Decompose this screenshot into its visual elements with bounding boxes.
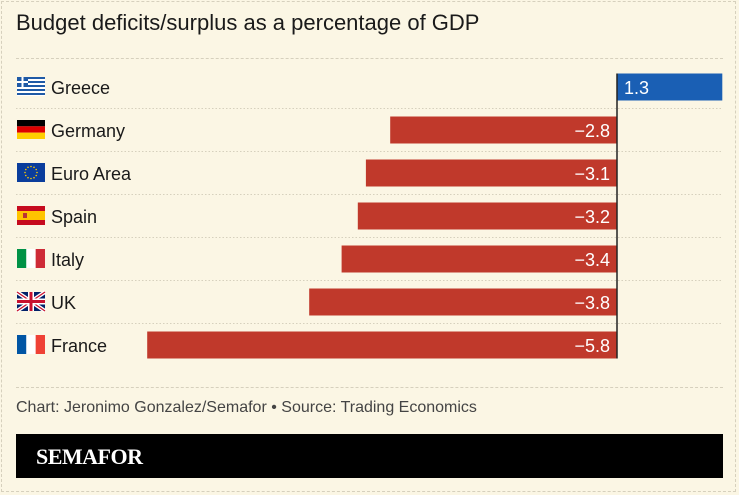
bar [390, 116, 617, 144]
category-label: UK [51, 293, 76, 313]
divider [16, 387, 723, 388]
semafor-logo: SEMAFOR [36, 444, 143, 469]
value-label: −3.8 [574, 293, 610, 313]
value-label: −3.4 [574, 250, 610, 270]
category-label: Italy [51, 250, 84, 270]
brand-band: SEMAFOR [16, 434, 723, 478]
value-label: −3.2 [574, 207, 610, 227]
category-label: Greece [51, 78, 110, 98]
italy-flag-icon [17, 249, 45, 268]
spain-flag-icon [17, 206, 45, 225]
category-label: Spain [51, 207, 97, 227]
category-label: Germany [51, 121, 125, 141]
bar [357, 202, 617, 230]
value-label: −3.1 [574, 164, 610, 184]
bar [309, 288, 617, 316]
germany-flag-icon [17, 120, 45, 139]
value-label: −2.8 [574, 121, 610, 141]
greece-flag-icon [17, 77, 45, 96]
value-label: −5.8 [574, 336, 610, 356]
chart-title: Budget deficits/surplus as a percentage … [16, 10, 480, 35]
france-flag-icon [17, 335, 45, 354]
category-label: France [51, 336, 107, 356]
value-label: 1.3 [624, 78, 649, 98]
category-label: Euro Area [51, 164, 132, 184]
uk-flag-icon [15, 290, 47, 313]
bar-chart: Greece 1.3 Germany −2.8 Euro Area −3.1 Spain −3… [15, 73, 723, 359]
bar [147, 331, 617, 359]
bar [341, 245, 617, 273]
eu-flag-icon [17, 163, 45, 182]
bar [617, 73, 723, 101]
bar [365, 159, 617, 187]
divider [16, 58, 723, 59]
source-credit: Chart: Jeronimo Gonzalez/Semafor • Sourc… [16, 399, 477, 416]
